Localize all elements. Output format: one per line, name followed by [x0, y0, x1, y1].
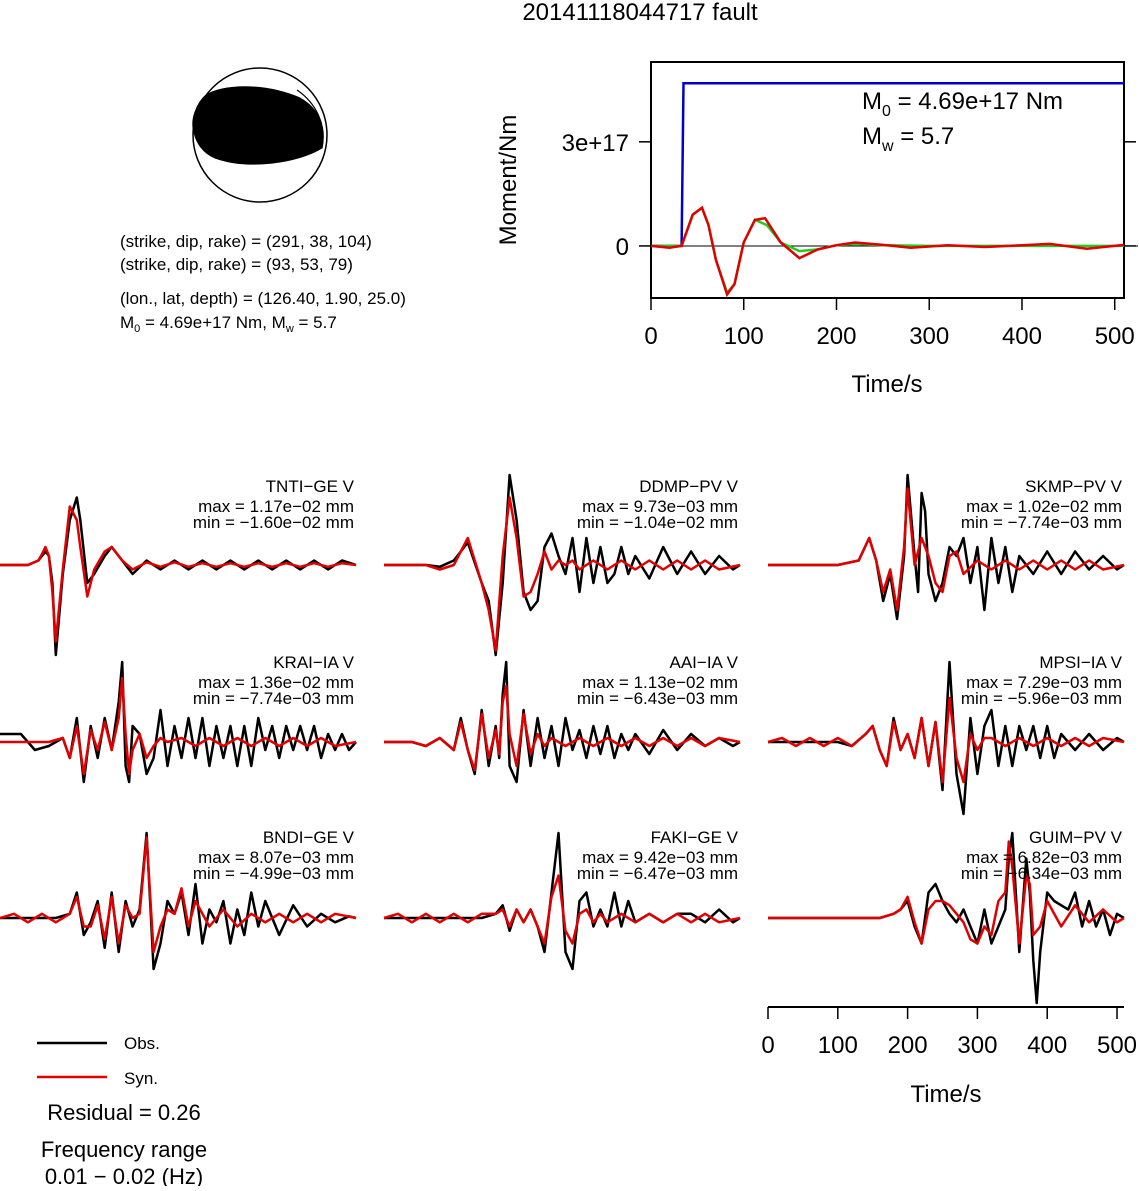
waveform-x-axis: 0 100 200 300 400 500 [761, 1006, 1137, 1059]
waveform-x-tick-label: 400 [1027, 1032, 1067, 1059]
station-max: max = 7.29e−03 mm [966, 673, 1122, 692]
moment-summary-m0: = 4.69e+17 Nm [140, 313, 262, 332]
synthetic-trace [767, 696, 1125, 784]
waveform-x-tick-label: 0 [761, 1032, 774, 1059]
beachball-compression [192, 86, 324, 165]
station-max: max = 9.73e−03 mm [582, 497, 738, 516]
legend-obs-label: Obs. [124, 1034, 160, 1053]
waveform-x-tick-label: 500 [1097, 1032, 1137, 1059]
parameter-block: (strike, dip, rake) = (291, 38, 104) (st… [120, 232, 406, 335]
synthetic-trace [0, 676, 357, 776]
stf-mw-annotation: Mw = 5.7 [862, 123, 954, 155]
waveform-x-tick-label: 200 [888, 1032, 928, 1059]
station-min: min = −6.34e−03 mm [961, 864, 1122, 883]
station-max: max = 1.13e−02 mm [582, 673, 738, 692]
stf-lines [650, 81, 1138, 298]
stf-y-tick-label: 3e+17 [562, 130, 629, 157]
station-min: min = −4.99e−03 mm [193, 864, 354, 883]
stf-x-tick-label: 400 [1002, 323, 1042, 350]
observed-trace [0, 660, 357, 784]
station-name: AAI−IA V [669, 653, 738, 672]
stf-x-tick-label: 300 [909, 323, 949, 350]
station-name: SKMP−PV V [1025, 477, 1123, 496]
synthetic-trace [384, 496, 741, 652]
synthetic-trace [768, 840, 1125, 945]
waveform-x-label: Time/s [910, 1081, 981, 1108]
stf-x-label: Time/s [851, 371, 922, 398]
station-name: DDMP−PV V [639, 477, 738, 496]
station-name: BNDI−GE V [263, 828, 355, 847]
synthetic-trace [0, 836, 357, 954]
station-min: min = −7.74e−03 mm [961, 513, 1122, 532]
legend-syn-label: Syn. [124, 1069, 158, 1088]
station-name: KRAI−IA V [273, 653, 354, 672]
synthetic-trace [768, 487, 1125, 612]
synthetic-trace [383, 874, 741, 945]
synthetic-trace [0, 505, 357, 643]
stf-x-axis: 0 100 200 300 400 500 [644, 298, 1135, 350]
stf-y-label: Moment/Nm [495, 115, 522, 246]
waveform-x-tick-label: 100 [818, 1032, 858, 1059]
synthetic-trace [384, 684, 741, 772]
stf-mw-value: = 5.7 [894, 123, 955, 150]
frequency-range-title: Frequency range [41, 1137, 207, 1162]
stf-x-tick-label: 100 [724, 323, 764, 350]
residual-text: Residual = 0.26 [47, 1100, 201, 1125]
station-min: min = −6.43e−03 mm [577, 689, 738, 708]
stf-m0-annotation: M0 = 4.69e+17 Nm [862, 88, 1063, 120]
stf-x-tick-label: 0 [644, 323, 657, 350]
stf-frame [650, 61, 1125, 299]
figure-title: 20141118044717 fault [522, 0, 758, 26]
stf-series-line [650, 205, 1125, 298]
location-depth: (lon., lat, depth) = (126.40, 1.90, 25.0… [120, 289, 406, 308]
stf-x-tick-label: 200 [816, 323, 856, 350]
beachball [192, 67, 328, 203]
stf-x-tick-label: 500 [1095, 323, 1135, 350]
station-min: min = −1.04e−02 mm [577, 513, 738, 532]
frequency-range-value: 0.01 − 0.02 (Hz) [45, 1164, 203, 1186]
station-min: min = −7.74e−03 mm [193, 689, 354, 708]
station-min: min = −1.60e−02 mm [193, 513, 354, 532]
stf-m0-value: = 4.69e+17 Nm [891, 88, 1063, 115]
strike-dip-rake-2: (strike, dip, rake) = (93, 53, 79) [120, 255, 353, 274]
station-name: MPSI−IA V [1039, 653, 1122, 672]
observed-trace [768, 831, 1125, 1005]
station-name: FAKI−GE V [651, 828, 739, 847]
station-max: max = 1.36e−02 mm [198, 673, 354, 692]
moment-summary: M0 = 4.69e+17 Nm, Mw = 5.7 [120, 313, 337, 335]
station-name: TNTI−GE V [266, 477, 355, 496]
stf-y-tick-label: 0 [616, 234, 629, 261]
station-max: max = 1.17e−02 mm [198, 497, 354, 516]
observed-trace [384, 473, 741, 657]
station-name: GUIM−PV V [1029, 828, 1123, 847]
station-max: max = 1.02e−02 mm [966, 497, 1122, 516]
station-max: max = 9.42e−03 mm [582, 848, 738, 867]
strike-dip-rake-1: (strike, dip, rake) = (291, 38, 104) [120, 232, 372, 251]
moment-summary-mw: = 5.7 [294, 313, 337, 332]
legend: Obs. Syn. Residual = 0.26 Frequency rang… [37, 1034, 207, 1189]
stf-panel: 0 100 200 300 400 500 0 3e+17 Time/s Moment/Nm… [495, 61, 1138, 398]
station-max: max = 6.82e−03 mm [966, 848, 1122, 867]
observed-trace [768, 473, 1125, 621]
station-max: max = 8.07e−03 mm [198, 848, 354, 867]
station-min: min = −5.96e−03 mm [961, 689, 1122, 708]
stf-y-axis: 0 3e+17 [562, 130, 1136, 261]
station-min: min = −6.47e−03 mm [577, 864, 738, 883]
waveform-x-tick-label: 300 [957, 1032, 997, 1059]
moment-summary-sep: , [262, 313, 271, 332]
beachball-nodal-plane [296, 89, 324, 149]
